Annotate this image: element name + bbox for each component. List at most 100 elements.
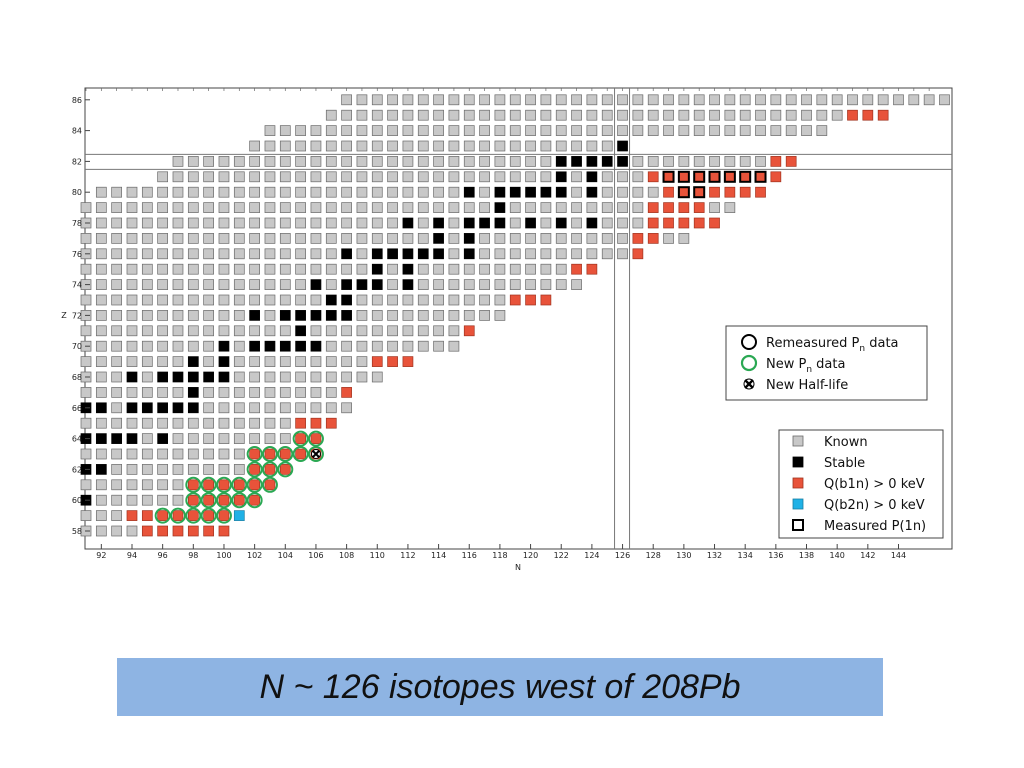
nuclide-stable-96-64	[157, 433, 168, 444]
x-tick-label-138: 138	[799, 551, 814, 560]
nuclide-known-110-77	[371, 233, 383, 244]
nuclide-stable-94-68	[126, 371, 138, 383]
nuclide-known-95-67	[141, 387, 153, 398]
nuclide-known-127-81	[632, 171, 644, 183]
nuclide-q-b1n-129-80	[663, 186, 674, 198]
nuclide-known-93-76	[111, 248, 123, 260]
nuclide-stable-102-72	[249, 310, 260, 321]
nuclide-stable-95-66	[141, 402, 153, 414]
nuclide-known-94-76	[126, 248, 138, 260]
nuclide-known-99-64	[203, 433, 214, 444]
nuclide-stable-105-71	[295, 325, 306, 337]
nuclide-known-104-82	[279, 156, 291, 167]
nuclide-q-b1n-102-62	[249, 464, 260, 475]
legend-type-label-known: Known	[824, 435, 868, 450]
nuclide-known-115-76	[448, 248, 460, 260]
nuclide-known-113-75	[417, 263, 429, 275]
nuclide-known-112-73	[402, 294, 414, 306]
nuclide-q-b1n-108-67	[341, 387, 352, 398]
nuclide-stable-124-78	[586, 217, 598, 229]
nuclide-q-b1n-128-81	[647, 171, 659, 183]
nuclide-known-103-71	[264, 325, 276, 337]
nuclide-known-101-79	[233, 202, 245, 213]
nuclide-q-b1n-135-80	[755, 186, 766, 198]
nuclide-known-121-83	[540, 140, 552, 152]
nuclide-known-100-66	[218, 402, 230, 414]
nuclide-known-117-86	[479, 94, 490, 106]
nuclide-q-b1n-101-60	[233, 494, 245, 506]
nuclide-known-91-65	[80, 417, 92, 429]
nuclide-known-96-80	[157, 186, 168, 198]
nuclide-q-b1n-133-81	[723, 170, 736, 183]
nuclide-known-123-76	[571, 248, 582, 260]
nuclide-known-104-74	[279, 279, 291, 290]
nuclide-known-113-81	[417, 171, 429, 183]
nuclide-known-97-71	[172, 325, 184, 337]
nuclide-known-94-75	[126, 263, 138, 275]
nuclide-known-140-86	[831, 94, 843, 106]
nuclide-known-99-63	[203, 448, 214, 460]
nuclide-known-101-68	[233, 371, 245, 383]
x-tick-label-108: 108	[339, 551, 354, 560]
x-tick-label-136: 136	[768, 551, 783, 560]
nuclide-known-104-79	[279, 202, 291, 213]
nuclide-known-115-72	[448, 310, 460, 321]
nuclide-known-123-81	[571, 171, 582, 183]
nuclide-known-94-73	[126, 294, 138, 306]
nuclide-q-b1n-129-78	[663, 217, 674, 229]
nuclide-known-100-76	[218, 248, 230, 260]
nuclide-known-91-79	[80, 202, 92, 213]
nuclide-known-97-69	[172, 356, 184, 367]
nuclide-known-95-76	[141, 248, 153, 260]
x-tick-label-114: 114	[431, 551, 446, 560]
nuclide-known-114-74	[433, 279, 444, 290]
nuclide-known-104-68	[279, 371, 291, 383]
nuclide-stable-100-68	[218, 371, 230, 383]
nuclide-known-111-79	[387, 202, 398, 213]
nuclide-known-96-77	[157, 233, 168, 244]
nuclide-known-112-71	[402, 325, 414, 337]
nuclide-q-b1n-128-78	[647, 217, 659, 229]
nuclide-stable-99-68	[203, 371, 214, 383]
nuclide-known-121-75	[540, 263, 552, 275]
nuclide-known-104-84	[279, 125, 291, 136]
nuclide-known-100-74	[218, 279, 230, 290]
nuclide-known-115-85	[448, 109, 460, 121]
nuclide-stable-92-66	[95, 402, 107, 414]
x-tick-label-128: 128	[646, 551, 661, 560]
nuclide-known-94-70	[126, 340, 138, 352]
nuclide-known-98-65	[187, 417, 199, 429]
nuclide-known-101-63	[233, 448, 245, 460]
nuclide-known-116-85	[463, 109, 475, 121]
nuclide-known-135-84	[755, 125, 766, 136]
new-pn-ring-99-60	[200, 492, 217, 509]
nuclide-known-94-72	[126, 310, 138, 321]
nuclide-known-122-74	[555, 279, 567, 290]
nuclide-known-101-81	[233, 171, 245, 183]
new-pn-ring-103-61	[261, 476, 278, 493]
legend-markers: Remeasured Pn data New Pn data New Half-li…	[725, 325, 928, 401]
nuclide-known-105-83	[295, 140, 306, 152]
legend-type-swatch-q_b2n	[792, 498, 804, 510]
nuclide-known-95-74	[141, 279, 153, 290]
nuclide-known-110-71	[371, 325, 383, 337]
nuclide-known-112-80	[402, 186, 414, 198]
nuclide-known-105-73	[295, 294, 306, 306]
nuclide-known-107-85	[325, 109, 337, 121]
nuclide-known-120-75	[525, 263, 536, 275]
nuclide-q-b1n-121-73	[540, 294, 552, 306]
nuclide-known-91-69	[80, 356, 92, 367]
y-axis-label: Z	[61, 311, 67, 320]
x-axis-ticks: 92 94 96 98 100 102 104 106 108 110 112 114 116 118 12…	[85, 88, 930, 560]
nuclide-known-115-75	[448, 263, 460, 275]
nuclide-known-118-74	[494, 279, 506, 290]
caption-banner: N ~ 126 isotopes west of 208Pb	[117, 658, 883, 716]
nuclide-known-114-80	[433, 186, 444, 198]
nuclide-stable-100-69	[218, 356, 230, 367]
nuclide-known-115-74	[448, 279, 460, 290]
nuclide-stable-102-70	[249, 340, 260, 352]
nuclide-stable-107-73	[325, 294, 337, 306]
nuclide-known-120-81	[525, 171, 536, 183]
nuclide-cells	[80, 94, 950, 537]
nuclide-known-120-86	[525, 94, 536, 106]
